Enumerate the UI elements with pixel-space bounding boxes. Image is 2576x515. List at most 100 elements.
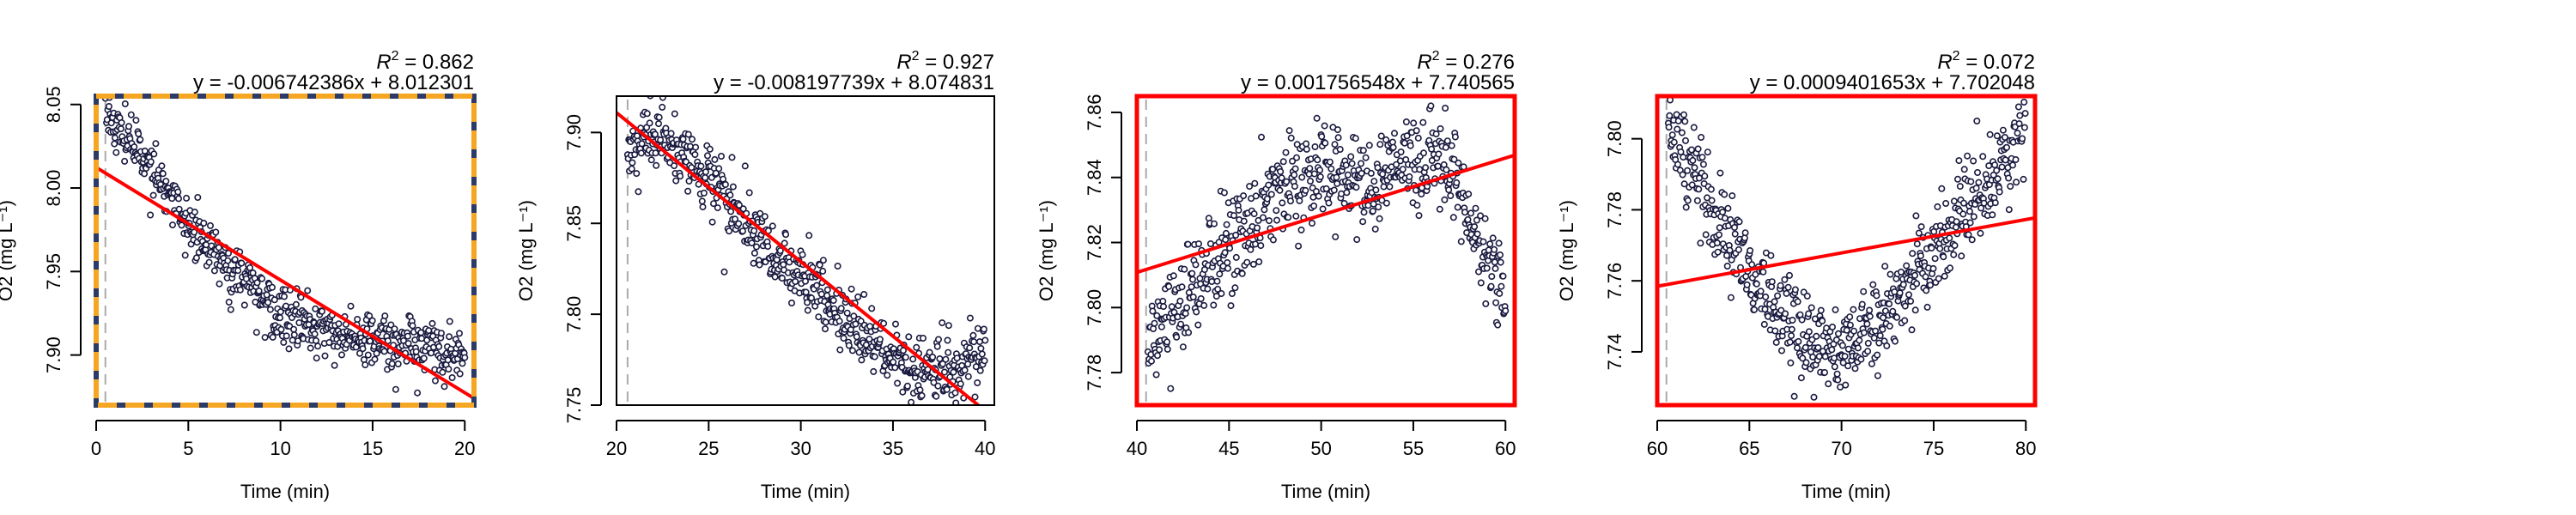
data-point (813, 282, 821, 289)
y-tick-label: 7.76 (1604, 263, 1625, 300)
data-point (1960, 166, 1968, 173)
data-point (933, 392, 940, 400)
data-point (1214, 285, 1222, 293)
data-point (137, 136, 144, 143)
data-point (1762, 293, 1770, 300)
data-point (1912, 212, 1920, 220)
data-point (425, 327, 433, 335)
data-point (117, 125, 125, 133)
data-point (1799, 354, 1807, 362)
data-point (688, 136, 696, 143)
data-point (1684, 167, 1692, 174)
data-point (852, 320, 860, 328)
data-point (242, 275, 250, 282)
data-point (1222, 236, 1230, 244)
data-point (1269, 236, 1277, 244)
data-point (1447, 192, 1455, 200)
data-point (1303, 145, 1310, 153)
data-point (802, 288, 810, 296)
data-point (819, 267, 827, 275)
data-point (876, 336, 884, 343)
data-point (1821, 368, 1829, 376)
data-point (1844, 362, 1852, 370)
data-point (1415, 212, 1423, 220)
data-point (1801, 343, 1809, 351)
data-point (1467, 209, 1475, 217)
data-point (294, 337, 301, 345)
data-point (1442, 105, 1449, 112)
data-point (2005, 206, 2013, 214)
data-point (1163, 345, 1171, 353)
data-point (1192, 261, 1200, 269)
data-point (461, 354, 469, 361)
data-point (822, 318, 829, 326)
data-point (1831, 363, 1838, 371)
data-point (868, 305, 876, 312)
data-point (1230, 212, 1238, 220)
data-point (290, 325, 298, 333)
y-tick-label: 7.86 (1084, 94, 1105, 131)
data-point (118, 119, 125, 127)
data-point (1724, 204, 1732, 212)
data-point (858, 356, 866, 364)
data-point (1805, 328, 1813, 336)
r-squared-label: R2 = 0.862 (376, 49, 474, 74)
data-point (1966, 219, 1974, 227)
data-point (366, 312, 374, 320)
data-point (848, 347, 856, 354)
data-point (769, 222, 776, 230)
data-point (1179, 343, 1187, 351)
data-point (249, 269, 257, 276)
data-point (285, 345, 293, 353)
data-point (871, 353, 878, 360)
data-point (1913, 240, 1921, 248)
data-point (1352, 184, 1360, 191)
data-point (435, 342, 443, 350)
data-point (1993, 132, 2001, 140)
data-point (671, 110, 678, 118)
data-point (111, 134, 118, 142)
data-point (1455, 159, 1462, 167)
data-point (781, 239, 788, 247)
y-tick-label: 7.78 (1604, 191, 1625, 228)
data-point (1679, 171, 1686, 179)
data-point (1374, 164, 1382, 172)
data-point (1477, 212, 1485, 220)
data-point (776, 246, 784, 254)
data-point (1291, 183, 1298, 191)
data-point (1674, 125, 1681, 133)
data-point (446, 333, 453, 341)
data-point (637, 149, 645, 157)
data-point (1498, 282, 1505, 290)
data-point (771, 273, 779, 281)
data-point (1931, 255, 1939, 263)
data-point (1864, 339, 1872, 347)
data-point (1154, 352, 1162, 360)
data-point (1240, 217, 1248, 225)
x-tick-label: 55 (1403, 438, 1424, 459)
data-point (1285, 127, 1293, 135)
data-point (1285, 214, 1292, 221)
data-point (1451, 133, 1459, 141)
data-point (194, 194, 202, 202)
data-point (191, 209, 198, 216)
data-point (127, 111, 135, 118)
data-point (2020, 99, 2028, 106)
data-point (1367, 169, 1375, 177)
data-point (428, 349, 435, 357)
data-point (1832, 306, 1839, 313)
data-point (853, 333, 860, 341)
data-point (835, 318, 843, 325)
data-point (1314, 156, 1321, 164)
data-point (1224, 264, 1232, 272)
data-point (1838, 342, 1846, 349)
data-point (1846, 313, 1854, 321)
data-point (735, 202, 743, 209)
data-point (1321, 122, 1328, 130)
data-point (135, 130, 143, 137)
x-tick-label: 80 (2015, 438, 2036, 459)
data-point (717, 153, 725, 161)
data-point (2021, 110, 2029, 118)
data-point (1825, 380, 1832, 388)
data-point (1414, 134, 1422, 142)
